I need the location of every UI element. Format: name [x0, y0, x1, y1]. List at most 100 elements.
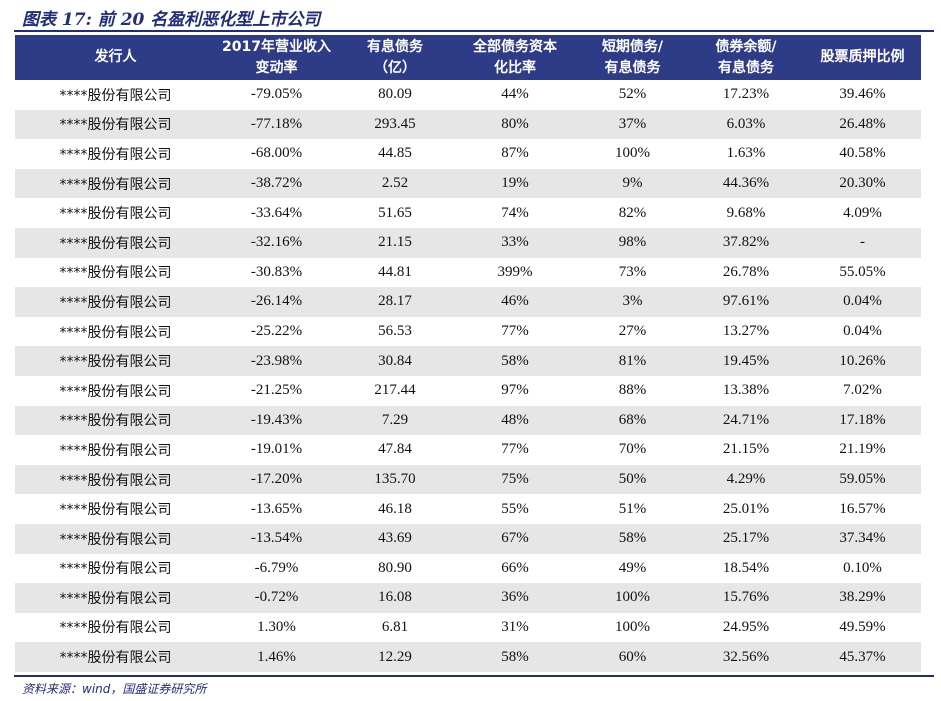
cell-debt-cap-ratio: 66% [453, 553, 577, 584]
cell-revenue-change: -32.16% [216, 227, 337, 258]
cell-debt-cap-ratio: 44% [453, 80, 577, 110]
cell-bond-balance-ratio: 18.54% [688, 553, 804, 584]
cell-bond-balance-ratio: 15.76% [688, 583, 804, 613]
cell-revenue-change: -0.72% [216, 583, 337, 613]
cell-debt-cap-ratio: 80% [453, 109, 577, 140]
cell-issuer: ****股份有限公司 [15, 287, 216, 317]
cell-pledge-ratio: 40.58% [804, 139, 921, 169]
cell-interest-debt: 28.17 [337, 287, 453, 317]
table-row: ****股份有限公司 -17.20% 135.70 75% 50% 4.29% 59.05% [15, 464, 921, 495]
cell-revenue-change: -13.54% [216, 523, 337, 554]
table-row: ****股份有限公司 -13.54% 43.69 67% 58% 25.17% 37.34% [15, 523, 921, 554]
cell-pledge-ratio: 17.18% [804, 405, 921, 436]
cell-bond-balance-ratio: 25.17% [688, 523, 804, 554]
cell-bond-balance-ratio: 1.63% [688, 139, 804, 169]
table-row: ****股份有限公司 1.46% 12.29 58% 60% 32.56% 45.37% [15, 642, 921, 672]
cell-issuer: ****股份有限公司 [15, 405, 216, 436]
cell-short-term-debt-ratio: 52% [577, 80, 688, 110]
cell-bond-balance-ratio: 13.38% [688, 375, 804, 406]
cell-issuer: ****股份有限公司 [15, 227, 216, 258]
cell-debt-cap-ratio: 55% [453, 494, 577, 524]
cell-pledge-ratio: 37.34% [804, 523, 921, 554]
cell-short-term-debt-ratio: 70% [577, 435, 688, 465]
cell-pledge-ratio: 49.59% [804, 612, 921, 643]
cell-interest-debt: 80.09 [337, 80, 453, 110]
cell-debt-cap-ratio: 75% [453, 464, 577, 495]
table-row: ****股份有限公司 -6.79% 80.90 66% 49% 18.54% 0.10% [15, 553, 921, 584]
cell-issuer: ****股份有限公司 [15, 139, 216, 169]
cell-revenue-change: -17.20% [216, 464, 337, 495]
cell-revenue-change: -6.79% [216, 553, 337, 584]
header-short-term-debt-ratio: 短期债务/ 有息债务 [577, 35, 688, 80]
cell-bond-balance-ratio: 32.56% [688, 642, 804, 672]
cell-bond-balance-ratio: 13.27% [688, 316, 804, 347]
cell-bond-balance-ratio: 6.03% [688, 109, 804, 140]
cell-bond-balance-ratio: 97.61% [688, 287, 804, 317]
figure-title: 图表 17: 前 20 名盈利恶化型上市公司 [22, 10, 321, 30]
cell-interest-debt: 217.44 [337, 375, 453, 406]
cell-revenue-change: -23.98% [216, 346, 337, 376]
cell-issuer: ****股份有限公司 [15, 583, 216, 613]
cell-debt-cap-ratio: 97% [453, 375, 577, 406]
cell-bond-balance-ratio: 26.78% [688, 257, 804, 288]
cell-interest-debt: 44.81 [337, 257, 453, 288]
cell-interest-debt: 46.18 [337, 494, 453, 524]
cell-bond-balance-ratio: 24.95% [688, 612, 804, 643]
cell-pledge-ratio: 10.26% [804, 346, 921, 376]
table-row: ****股份有限公司 -0.72% 16.08 36% 100% 15.76% 38.29% [15, 583, 921, 613]
cell-pledge-ratio: 26.48% [804, 109, 921, 140]
table-row: ****股份有限公司 -25.22% 56.53 77% 27% 13.27% 0.04% [15, 316, 921, 347]
cell-interest-debt: 16.08 [337, 583, 453, 613]
cell-bond-balance-ratio: 37.82% [688, 227, 804, 258]
cell-debt-cap-ratio: 399% [453, 257, 577, 288]
cell-revenue-change: 1.46% [216, 642, 337, 672]
cell-revenue-change: -19.43% [216, 405, 337, 436]
cell-short-term-debt-ratio: 100% [577, 583, 688, 613]
cell-interest-debt: 21.15 [337, 227, 453, 258]
cell-issuer: ****股份有限公司 [15, 257, 216, 288]
cell-short-term-debt-ratio: 82% [577, 198, 688, 228]
cell-debt-cap-ratio: 87% [453, 139, 577, 169]
header-interest-debt: 有息债务 （亿） [337, 35, 453, 80]
table-row: ****股份有限公司 -77.18% 293.45 80% 37% 6.03% 26.48% [15, 109, 921, 140]
cell-short-term-debt-ratio: 68% [577, 405, 688, 436]
cell-short-term-debt-ratio: 9% [577, 168, 688, 199]
cell-revenue-change: -33.64% [216, 198, 337, 228]
cell-revenue-change: -79.05% [216, 80, 337, 110]
cell-short-term-debt-ratio: 49% [577, 553, 688, 584]
cell-pledge-ratio: 0.10% [804, 553, 921, 584]
cell-short-term-debt-ratio: 73% [577, 257, 688, 288]
cell-short-term-debt-ratio: 60% [577, 642, 688, 672]
cell-debt-cap-ratio: 58% [453, 642, 577, 672]
cell-bond-balance-ratio: 21.15% [688, 435, 804, 465]
cell-debt-cap-ratio: 31% [453, 612, 577, 643]
cell-issuer: ****股份有限公司 [15, 80, 216, 110]
cell-issuer: ****股份有限公司 [15, 375, 216, 406]
cell-debt-cap-ratio: 19% [453, 168, 577, 199]
cell-pledge-ratio: 7.02% [804, 375, 921, 406]
cell-revenue-change: 1.30% [216, 612, 337, 643]
cell-revenue-change: -21.25% [216, 375, 337, 406]
header-debt-cap-ratio: 全部债务资本 化比率 [453, 35, 577, 80]
cell-interest-debt: 43.69 [337, 523, 453, 554]
header-bond-balance-ratio: 债券余额/ 有息债务 [688, 35, 804, 80]
cell-bond-balance-ratio: 17.23% [688, 80, 804, 110]
header-revenue-change: 2017年营业收入 变动率 [216, 35, 337, 80]
cell-debt-cap-ratio: 36% [453, 583, 577, 613]
data-table: 发行人 2017年营业收入 变动率 有息债务 （亿） 全部债务资本 化比率 短期… [15, 35, 921, 672]
cell-revenue-change: -77.18% [216, 109, 337, 140]
cell-short-term-debt-ratio: 88% [577, 375, 688, 406]
header-pledge-ratio: 股票质押比例 [804, 35, 921, 80]
cell-short-term-debt-ratio: 100% [577, 612, 688, 643]
table-row: ****股份有限公司 -19.43% 7.29 48% 68% 24.71% 17.18% [15, 405, 921, 436]
cell-interest-debt: 80.90 [337, 553, 453, 584]
cell-short-term-debt-ratio: 37% [577, 109, 688, 140]
cell-issuer: ****股份有限公司 [15, 435, 216, 465]
cell-debt-cap-ratio: 77% [453, 435, 577, 465]
table-row: ****股份有限公司 -32.16% 21.15 33% 98% 37.82% - [15, 227, 921, 258]
cell-short-term-debt-ratio: 58% [577, 523, 688, 554]
cell-revenue-change: -13.65% [216, 494, 337, 524]
table-row: ****股份有限公司 -13.65% 46.18 55% 51% 25.01% 16.57% [15, 494, 921, 524]
table-row: ****股份有限公司 -26.14% 28.17 46% 3% 97.61% 0.04% [15, 287, 921, 317]
header-issuer: 发行人 [15, 35, 216, 80]
